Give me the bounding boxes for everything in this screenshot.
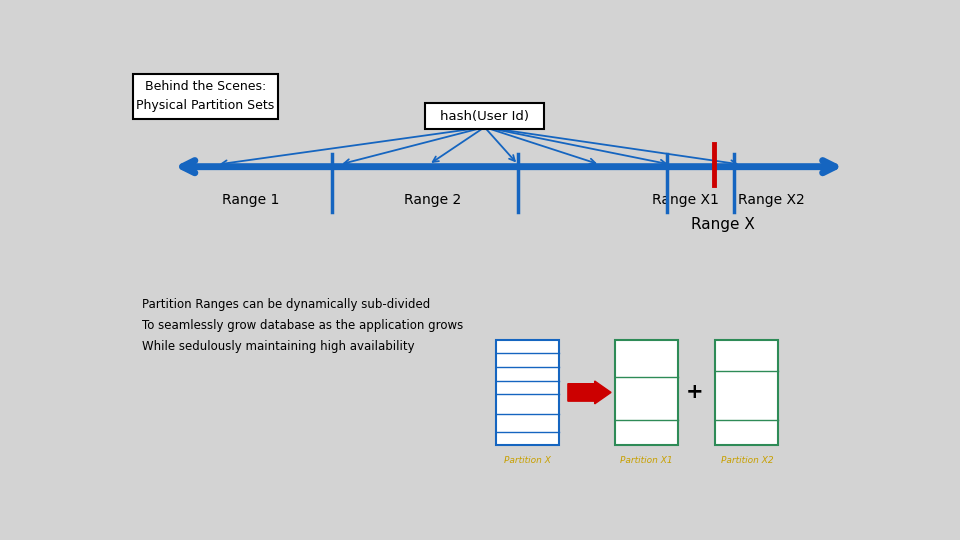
Text: Rimmo: Rimmo [731, 351, 762, 360]
FancyBboxPatch shape [425, 104, 544, 129]
Text: Dharmo: Dharmo [509, 342, 545, 351]
Text: +: + [685, 382, 703, 402]
Text: Range 1: Range 1 [222, 193, 279, 207]
Text: Partition X: Partition X [504, 456, 551, 464]
Text: Korthik: Korthik [731, 391, 762, 400]
Text: Alice: Alice [516, 400, 539, 409]
Text: Range X2: Range X2 [737, 193, 804, 207]
Text: hash(User Id): hash(User Id) [440, 110, 529, 123]
Text: Range 2: Range 2 [404, 193, 461, 207]
Text: Range X: Range X [690, 218, 755, 232]
Text: Behind the Scenes:
Physical Partition Sets: Behind the Scenes: Physical Partition Se… [136, 80, 275, 112]
Text: Dharmo: Dharmo [628, 354, 664, 362]
Text: Rimmo: Rimmo [512, 383, 543, 392]
Bar [495, 340, 559, 446]
Text: Shireesh: Shireesh [508, 356, 547, 364]
Bar [614, 340, 678, 446]
FancyBboxPatch shape [132, 74, 277, 119]
Text: ...: ... [523, 434, 532, 443]
Text: Shireesh: Shireesh [627, 394, 666, 403]
Text: Carol: Carol [516, 418, 540, 427]
Text: Range X1: Range X1 [652, 193, 719, 207]
Text: Partition Ranges can be dynamically sub-divided
To seamlessly grow database as t: Partition Ranges can be dynamically sub-… [142, 298, 464, 353]
Text: ...: ... [642, 428, 651, 437]
Text: ...: ... [742, 428, 751, 437]
Text: Korthik: Korthik [512, 369, 543, 379]
Bar [715, 340, 779, 446]
FancyArrow shape [568, 381, 611, 404]
Text: Partition X1: Partition X1 [620, 456, 673, 464]
Text: Partition X2: Partition X2 [721, 456, 773, 464]
